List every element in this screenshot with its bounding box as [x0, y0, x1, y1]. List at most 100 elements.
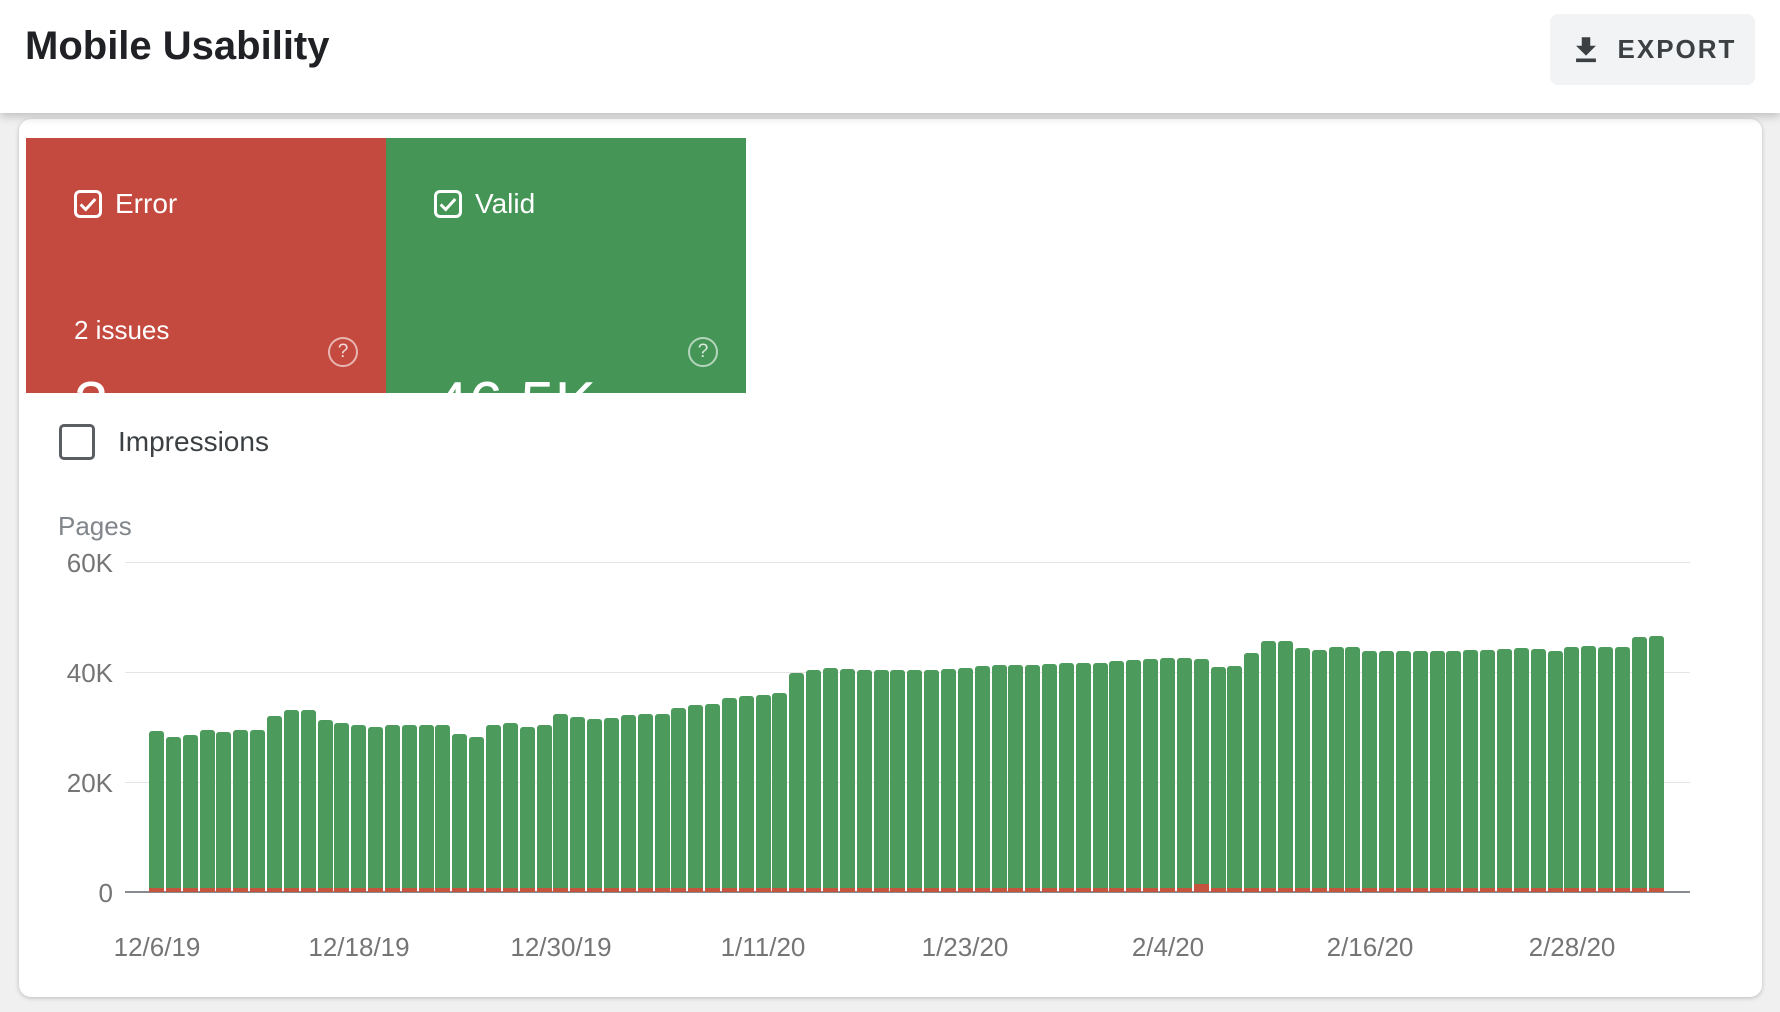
valid-pages-bar[interactable] [671, 708, 686, 892]
error-pages-bar[interactable] [1430, 888, 1445, 892]
valid-pages-bar[interactable] [1497, 649, 1512, 892]
valid-pages-bar[interactable] [1413, 651, 1428, 892]
valid-pages-bar[interactable] [503, 723, 518, 892]
valid-pages-bar[interactable] [233, 730, 248, 892]
error-pages-bar[interactable] [1463, 888, 1478, 892]
valid-pages-bar[interactable] [1059, 663, 1074, 892]
valid-pages-bar[interactable] [958, 668, 973, 892]
valid-pages-bar[interactable] [1514, 648, 1529, 892]
valid-pages-bar[interactable] [890, 670, 905, 892]
valid-pages-bar[interactable] [1463, 650, 1478, 892]
valid-pages-bar[interactable] [301, 710, 316, 892]
error-pages-bar[interactable] [1160, 888, 1175, 892]
valid-pages-bar[interactable] [553, 714, 568, 892]
valid-pages-bar[interactable] [1160, 658, 1175, 892]
error-pages-bar[interactable] [435, 888, 450, 892]
valid-pages-bar[interactable] [688, 705, 703, 892]
error-pages-bar[interactable] [604, 888, 619, 892]
valid-pages-bar[interactable] [1312, 650, 1327, 892]
error-summary-card[interactable]: Error 3 2 issues ? [26, 138, 386, 436]
valid-pages-bar[interactable] [1295, 648, 1310, 892]
valid-pages-bar[interactable] [1430, 651, 1445, 892]
error-pages-bar[interactable] [1329, 888, 1344, 892]
error-pages-bar[interactable] [351, 888, 366, 892]
valid-pages-bar[interactable] [907, 670, 922, 892]
valid-pages-bar[interactable] [756, 695, 771, 892]
error-pages-bar[interactable] [166, 888, 181, 892]
error-pages-bar[interactable] [1093, 888, 1108, 892]
valid-pages-bar[interactable] [1177, 658, 1192, 892]
error-pages-bar[interactable] [301, 888, 316, 892]
valid-pages-bar[interactable] [655, 714, 670, 892]
error-pages-bar[interactable] [1446, 888, 1461, 892]
error-pages-bar[interactable] [267, 888, 282, 892]
valid-pages-bar[interactable] [874, 670, 889, 892]
error-pages-bar[interactable] [1413, 888, 1428, 892]
valid-pages-bar[interactable] [385, 725, 400, 892]
error-pages-bar[interactable] [216, 888, 231, 892]
error-pages-bar[interactable] [1295, 888, 1310, 892]
error-pages-bar[interactable] [756, 888, 771, 892]
error-pages-bar[interactable] [553, 888, 568, 892]
valid-pages-bar[interactable] [772, 693, 787, 892]
error-checkbox[interactable] [74, 190, 102, 218]
error-pages-bar[interactable] [1143, 888, 1158, 892]
error-pages-bar[interactable] [840, 888, 855, 892]
valid-pages-bar[interactable] [638, 714, 653, 892]
error-pages-bar[interactable] [739, 888, 754, 892]
valid-pages-bar[interactable] [1008, 665, 1023, 892]
valid-pages-bar[interactable] [216, 732, 231, 892]
error-pages-bar[interactable] [1042, 888, 1057, 892]
error-pages-bar[interactable] [587, 888, 602, 892]
error-pages-bar[interactable] [1211, 888, 1226, 892]
valid-pages-bar[interactable] [941, 669, 956, 892]
error-pages-bar[interactable] [1177, 888, 1192, 892]
error-pages-bar[interactable] [1109, 888, 1124, 892]
valid-pages-bar[interactable] [250, 730, 265, 892]
valid-pages-bar[interactable] [924, 670, 939, 892]
valid-pages-bar[interactable] [621, 715, 636, 892]
error-pages-bar[interactable] [1008, 888, 1023, 892]
error-pages-bar[interactable] [385, 888, 400, 892]
valid-pages-bar[interactable] [570, 717, 585, 892]
error-pages-bar[interactable] [233, 888, 248, 892]
error-pages-bar[interactable] [570, 888, 585, 892]
valid-pages-bar[interactable] [739, 696, 754, 892]
error-pages-bar[interactable] [284, 888, 299, 892]
error-pages-bar[interactable] [1312, 888, 1327, 892]
valid-pages-bar[interactable] [1227, 666, 1242, 892]
error-pages-bar[interactable] [402, 888, 417, 892]
valid-pages-bar[interactable] [267, 716, 282, 892]
error-pages-bar[interactable] [1531, 888, 1546, 892]
valid-pages-bar[interactable] [992, 665, 1007, 892]
error-pages-bar[interactable] [1379, 888, 1394, 892]
error-pages-bar[interactable] [334, 888, 349, 892]
valid-pages-bar[interactable] [1615, 647, 1630, 892]
error-pages-bar[interactable] [823, 888, 838, 892]
valid-pages-bar[interactable] [1632, 637, 1647, 892]
valid-pages-bar[interactable] [1531, 649, 1546, 892]
valid-pages-bar[interactable] [1379, 651, 1394, 892]
error-pages-bar[interactable] [1194, 884, 1209, 892]
error-pages-bar[interactable] [890, 888, 905, 892]
valid-summary-card[interactable]: Valid 46.5K ? [386, 138, 746, 436]
error-pages-bar[interactable] [722, 888, 737, 892]
valid-pages-bar[interactable] [1480, 650, 1495, 892]
error-pages-bar[interactable] [1261, 888, 1276, 892]
error-pages-bar[interactable] [1362, 888, 1377, 892]
valid-pages-bar[interactable] [975, 666, 990, 892]
error-pages-bar[interactable] [1278, 888, 1293, 892]
valid-pages-bar[interactable] [1564, 647, 1579, 892]
error-pages-bar[interactable] [772, 888, 787, 892]
error-pages-bar[interactable] [688, 888, 703, 892]
error-pages-bar[interactable] [789, 888, 804, 892]
impressions-toggle[interactable]: Impressions [59, 424, 269, 460]
valid-pages-bar[interactable] [1649, 636, 1664, 892]
valid-pages-bar[interactable] [1261, 641, 1276, 892]
error-pages-bar[interactable] [705, 888, 720, 892]
valid-pages-bar[interactable] [419, 725, 434, 892]
valid-pages-bar[interactable] [469, 737, 484, 892]
error-pages-bar[interactable] [318, 888, 333, 892]
valid-pages-bar[interactable] [402, 725, 417, 892]
error-pages-bar[interactable] [1076, 888, 1091, 892]
